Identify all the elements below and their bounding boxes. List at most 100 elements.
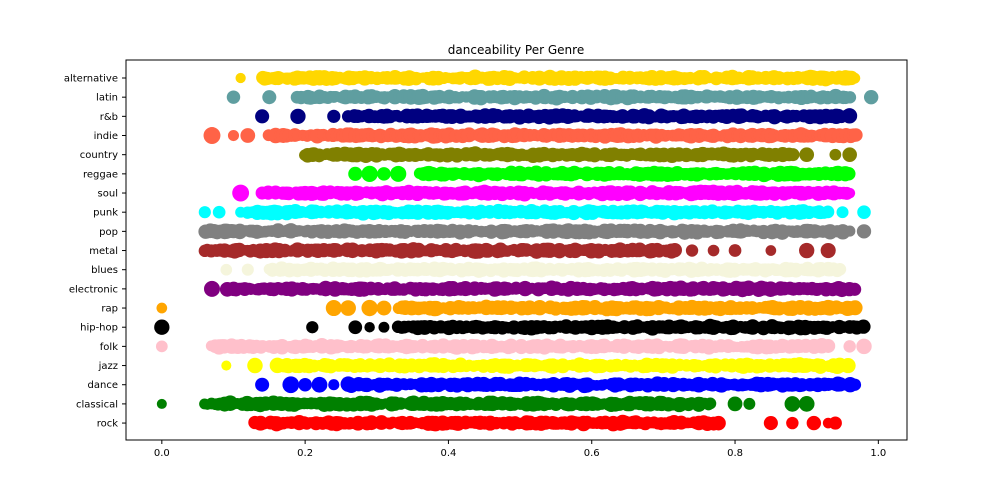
x-axis: 0.0 0.2 0.4 0.6 0.8 1.0 xyxy=(154,440,886,459)
y-tick-label: reggae xyxy=(83,169,118,180)
data-point xyxy=(203,127,221,144)
y-tick-label: jazz xyxy=(98,361,118,372)
data-point xyxy=(361,165,378,183)
data-point xyxy=(247,357,263,374)
series-jazz xyxy=(221,357,856,374)
data-point xyxy=(711,415,726,431)
data-point xyxy=(221,360,232,371)
data-point xyxy=(842,166,856,181)
data-point xyxy=(325,300,342,317)
data-point xyxy=(844,187,856,199)
data-point xyxy=(798,396,815,412)
data-point xyxy=(848,282,862,296)
data-point xyxy=(255,377,270,392)
data-point xyxy=(378,321,390,333)
data-point xyxy=(376,300,392,316)
data-point xyxy=(262,90,277,105)
y-tick-label: pop xyxy=(99,227,118,238)
data-point xyxy=(348,166,363,181)
data-point xyxy=(821,205,835,219)
data-point xyxy=(784,396,801,412)
data-point xyxy=(847,300,863,316)
data-point xyxy=(786,416,799,430)
data-point xyxy=(220,263,233,276)
data-point xyxy=(290,108,306,124)
x-tick-label: 0.6 xyxy=(584,448,600,459)
data-point xyxy=(821,338,836,353)
chart-title: danceability Per Genre xyxy=(448,43,584,57)
data-point xyxy=(820,242,836,259)
scatter-marks xyxy=(154,69,879,432)
series-punk xyxy=(198,203,871,221)
y-tick-label: latin xyxy=(96,93,118,104)
data-point xyxy=(842,147,857,162)
series-classical xyxy=(156,395,815,413)
y-tick-label: electronic xyxy=(69,284,118,295)
data-point xyxy=(849,128,863,142)
data-point xyxy=(685,244,699,257)
data-point xyxy=(727,396,743,412)
data-point xyxy=(765,245,777,256)
data-point xyxy=(848,378,862,391)
data-point xyxy=(856,338,872,355)
y-tick-label: rap xyxy=(101,304,118,315)
data-point xyxy=(235,72,246,84)
data-point xyxy=(282,376,300,394)
series-soul xyxy=(232,184,856,202)
series-rap xyxy=(156,299,863,317)
data-point xyxy=(829,148,842,161)
y-tick-label: soul xyxy=(98,189,118,200)
data-point xyxy=(704,397,717,410)
x-tick-label: 0.8 xyxy=(727,448,743,459)
x-tick-label: 0.0 xyxy=(154,448,170,459)
data-point xyxy=(341,110,355,123)
series-pop xyxy=(198,223,872,240)
series-folk xyxy=(155,338,872,355)
series-blues xyxy=(220,261,847,278)
data-point xyxy=(856,319,871,334)
data-point xyxy=(156,398,167,409)
data-point xyxy=(361,299,378,317)
data-point xyxy=(155,340,168,353)
y-tick-label: classical xyxy=(76,399,118,410)
x-tick-label: 0.4 xyxy=(440,448,456,459)
y-tick-label: folk xyxy=(100,342,118,353)
series-reggae xyxy=(348,165,856,183)
data-point xyxy=(156,302,168,314)
data-point xyxy=(327,109,341,123)
data-point xyxy=(857,205,871,219)
data-point xyxy=(240,128,256,143)
data-point xyxy=(841,108,858,124)
data-point xyxy=(348,320,363,335)
data-point xyxy=(328,379,340,391)
data-point xyxy=(763,415,778,431)
series-rock xyxy=(248,414,842,432)
data-point xyxy=(728,244,742,257)
series-alternative xyxy=(235,69,861,87)
data-point xyxy=(255,186,269,200)
series-latin xyxy=(226,88,879,106)
data-point xyxy=(743,397,756,410)
y-tick-label: metal xyxy=(89,246,118,257)
data-point xyxy=(843,340,856,353)
data-point xyxy=(707,244,720,257)
data-point xyxy=(833,263,847,276)
plot-frame xyxy=(125,59,908,441)
y-tick-label: r&b xyxy=(100,112,118,123)
data-point xyxy=(377,167,391,181)
data-point xyxy=(255,109,270,124)
data-point xyxy=(786,148,800,162)
data-point xyxy=(806,415,822,431)
data-point xyxy=(298,377,312,392)
data-point xyxy=(667,242,682,258)
y-tick-label: dance xyxy=(88,380,118,391)
y-tick-label: punk xyxy=(93,208,118,219)
series-indie xyxy=(203,127,863,144)
y-tick-label: indie xyxy=(94,131,118,142)
data-point xyxy=(154,319,170,335)
y-tick-label: alternative xyxy=(64,74,118,85)
data-point xyxy=(390,165,407,182)
data-point xyxy=(203,280,220,297)
series-r-b xyxy=(255,108,858,125)
